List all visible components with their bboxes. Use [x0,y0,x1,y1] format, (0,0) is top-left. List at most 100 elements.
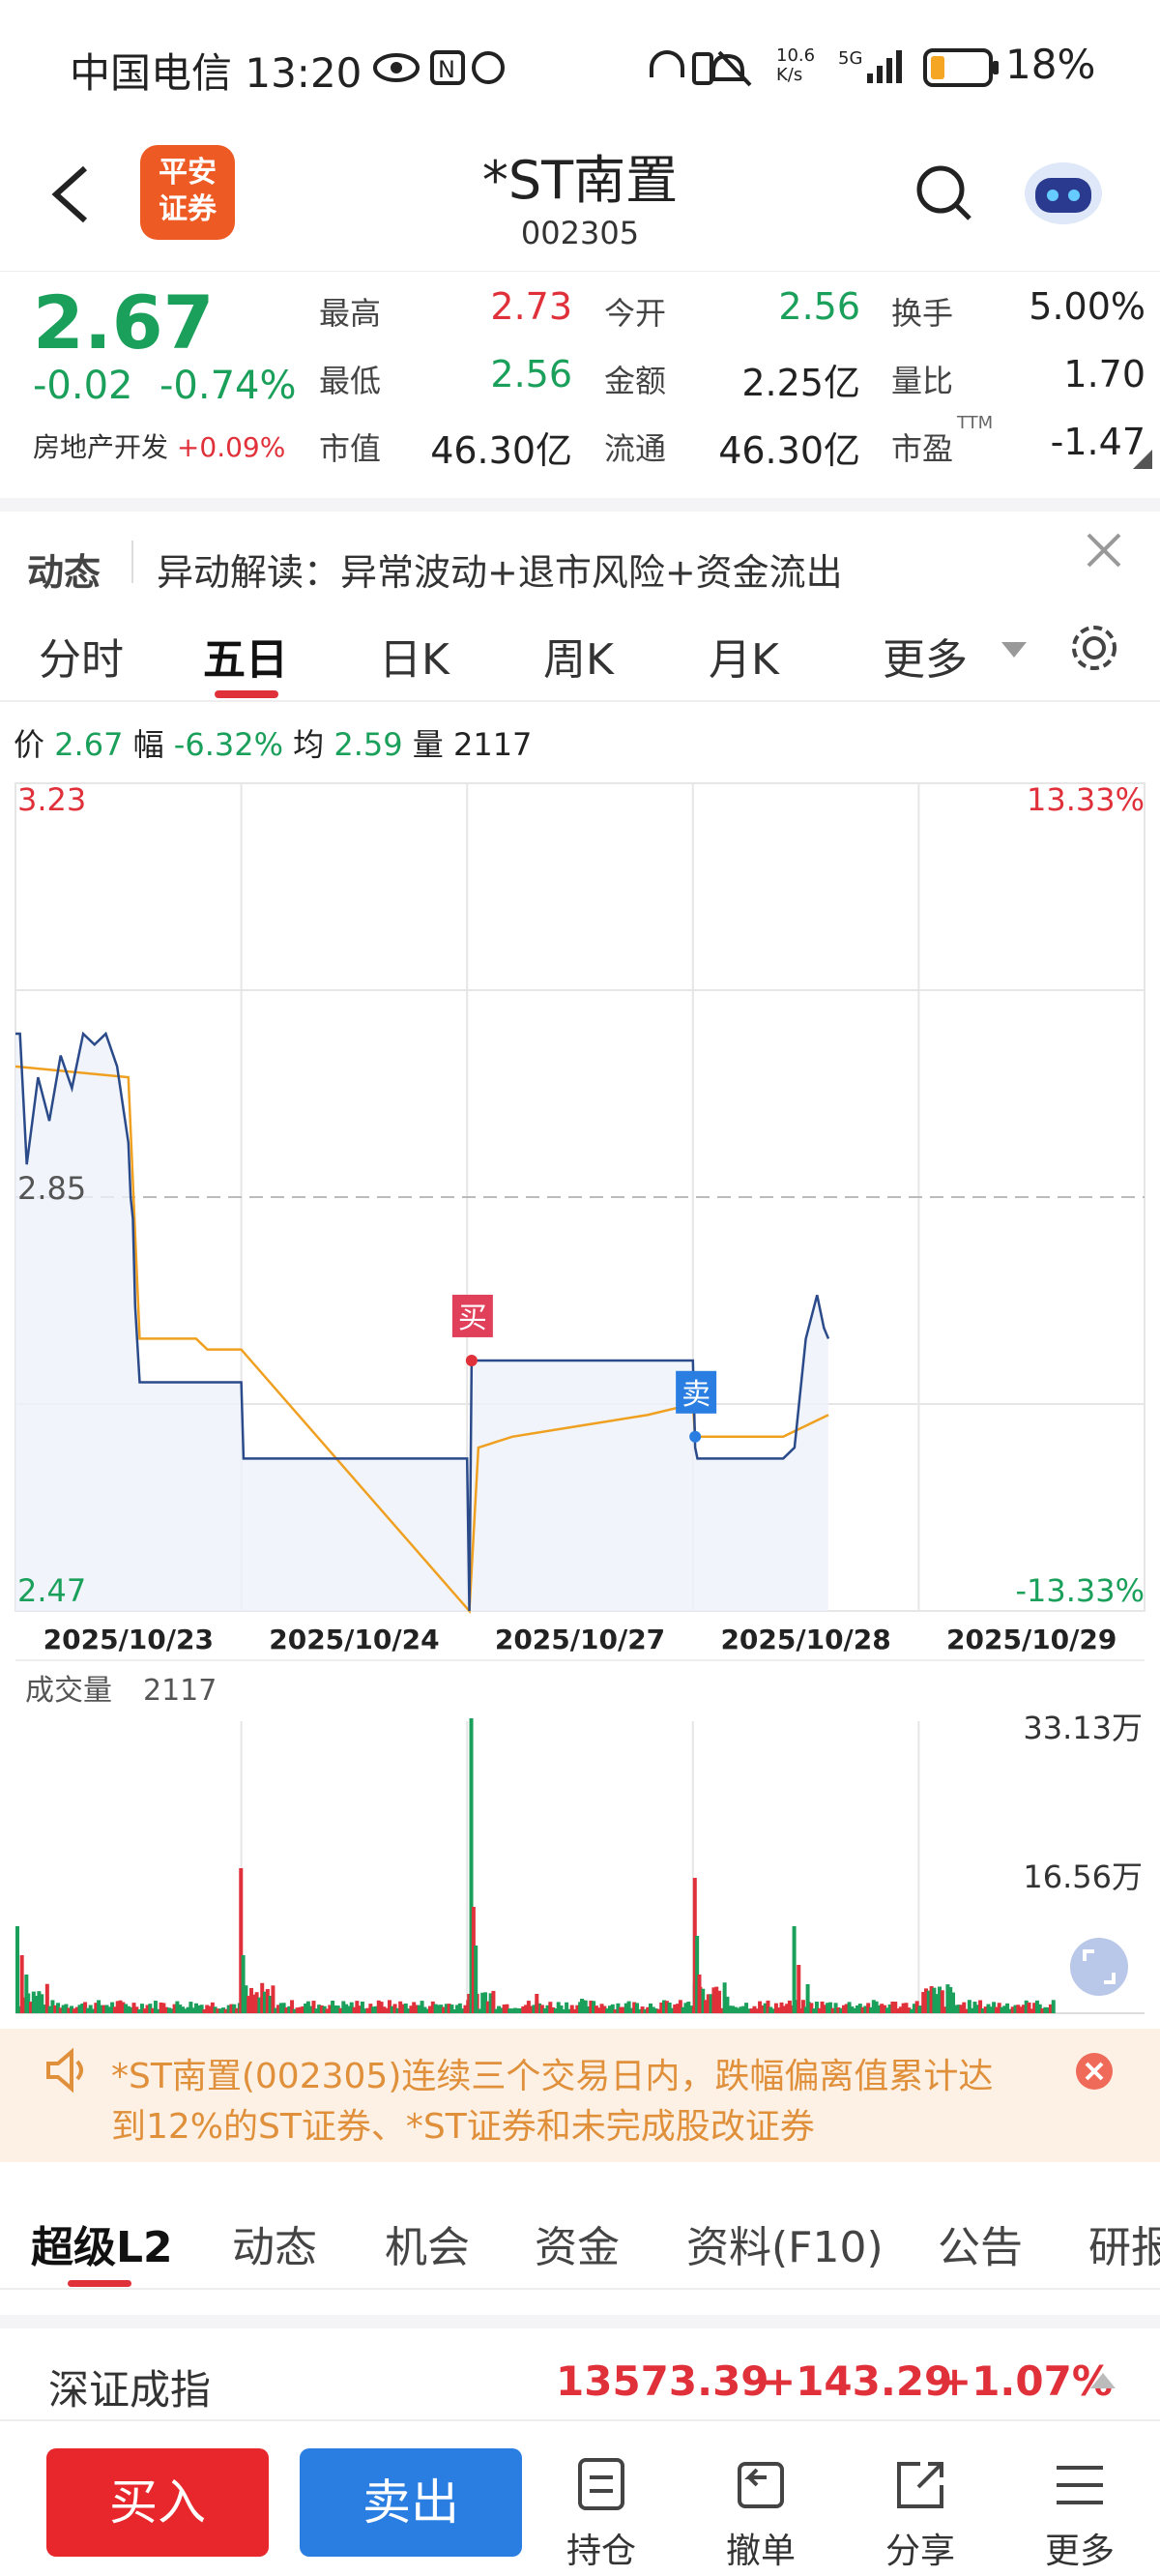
volume-bar [265,1988,270,2013]
volume-bar [992,2002,997,2013]
search-icon[interactable] [914,162,973,222]
volume-bar [271,1985,276,2013]
tab-five-day[interactable]: 五日 [203,635,288,685]
back-icon[interactable] [46,162,95,226]
volume-bar [580,1999,584,2013]
volume-bar [1002,2005,1007,2013]
buy-marker[interactable] [451,1294,493,1337]
volume-bar [352,2006,357,2013]
index-ticker[interactable]: 深证成指 13573.39 +143.29 +1.07% [0,2315,1160,2421]
volume-bar [904,2003,909,2013]
share-action[interactable]: 分享 [862,2456,978,2573]
volume-bar [714,1986,719,2013]
volume-bar [689,2005,694,2013]
volume-bar [463,2005,468,2013]
volume-bar [188,2002,193,2013]
volume-bar [758,2001,763,2013]
volume-bar [166,2007,171,2013]
settings-gear-icon[interactable] [1067,621,1121,675]
hold-action[interactable]: 持仓 [543,2456,659,2573]
tab-research[interactable]: 研报 [1088,2223,1160,2272]
tab-daily-k[interactable]: 日K [379,635,450,685]
volume-bar [153,2001,158,2013]
value-turnover: 5.00% [1029,285,1146,328]
sell-marker-dot [689,1430,702,1443]
volume-bar [515,2007,520,2013]
tab-intraday[interactable]: 分时 [39,635,124,685]
sector-name[interactable]: 房地产开发 +0.09% [33,431,286,463]
tab-monthly-k[interactable]: 月K [709,635,779,685]
volume-bar [284,2006,289,2013]
volume-bar [417,2005,421,2013]
volume-bar [226,2005,231,2013]
expand-up-icon[interactable] [1090,2373,1116,2390]
volume-bar [945,1984,950,2013]
volume-bar [731,2005,736,2013]
volume-bar [94,2003,99,2013]
volume-bar [884,2007,889,2013]
tab-super-l2[interactable]: 超级L2 [31,2223,173,2272]
menu-icon [1057,2466,1103,2504]
volume-bar [467,1994,472,2013]
volume-bar [542,2007,547,2013]
label-mktcap: 市值 [319,430,382,467]
tab-more[interactable]: 更多 [883,635,968,685]
cancel-order-action[interactable]: 撤单 [703,2456,819,2573]
tab-announcement[interactable]: 公告 [938,2223,1023,2272]
volume-bar [626,2001,631,2013]
fullscreen-icon[interactable] [1070,1938,1128,1996]
tab-weekly-k[interactable]: 周K [543,635,614,685]
volume-bar [1021,2005,1026,2013]
status-bar: 中国电信 13:20 N 10.6 K/s 5G 18% [0,0,1160,135]
volume-bar [134,2006,139,2013]
buy-marker-label: 买 [458,1302,487,1335]
current-price: 2.67 [33,279,215,366]
share-icon [897,2462,943,2508]
value-float: 46.30亿 [718,429,860,472]
anomaly-notice[interactable]: 动态 异动解读：异常波动+退市风险+资金流出 [0,498,1160,595]
volume-bar [686,2002,691,2013]
volume-bar [118,2000,123,2013]
assistant-robot-icon[interactable] [1020,153,1107,230]
alert-text-line1: *ST南置(002305)连续三个交易日内，跌幅偏离值累计达 [111,2057,994,2096]
volume-bar [335,2005,340,2013]
corner-triangle-icon [1133,450,1152,469]
volume-bar [733,2006,738,2013]
volume-bar [260,1982,265,2013]
risk-alert-banner[interactable]: *ST南置(002305)连续三个交易日内，跌幅偏离值累计达 到12%的ST证券… [0,2029,1160,2162]
volume-bar [241,1955,246,2013]
buy-button[interactable]: 买入 [46,2448,269,2557]
sell-marker[interactable] [676,1370,717,1414]
volume-bar [358,2005,362,2013]
dropdown-arrow-icon[interactable] [1001,642,1027,659]
sell-button[interactable]: 卖出 [300,2448,522,2557]
volume-bar [53,2005,58,2013]
more-action[interactable]: 更多 [1022,2456,1138,2573]
volume-bar [924,1988,929,2013]
close-alert-icon[interactable] [1075,2052,1114,2091]
tab-opportunity[interactable]: 机会 [385,2223,470,2272]
tab-news[interactable]: 动态 [232,2223,317,2272]
volume-bar [662,2000,667,2013]
volume-bar [169,2008,174,2013]
volume-bar [760,2005,765,2013]
index-value: 13573.39 [556,2357,769,2405]
volume-bar [91,2008,96,2013]
volume-bar [562,2008,566,2013]
volume-bar [621,2006,625,2013]
tab-funds[interactable]: 资金 [535,2223,620,2272]
volume-bar [488,1993,493,2013]
volume-bar [83,2002,88,2013]
volume-bar [218,2008,223,2013]
battery-percent: 18% [1005,41,1096,88]
volume-bar [1046,2007,1051,2013]
price-area-fill [15,1034,828,1611]
volume-bar [830,2007,835,2013]
volume-bar [400,2004,405,2013]
volume-bar [610,2004,615,2013]
volume-bar [31,1991,36,2013]
five-day-price-chart[interactable]: 买卖 3.23 2.85 2.47 13.33% -13.33% 2025/10… [0,774,1160,2060]
volume-bar [80,2003,85,2013]
tab-f10[interactable]: 资料(F10) [686,2223,884,2272]
close-icon[interactable] [1085,531,1123,570]
